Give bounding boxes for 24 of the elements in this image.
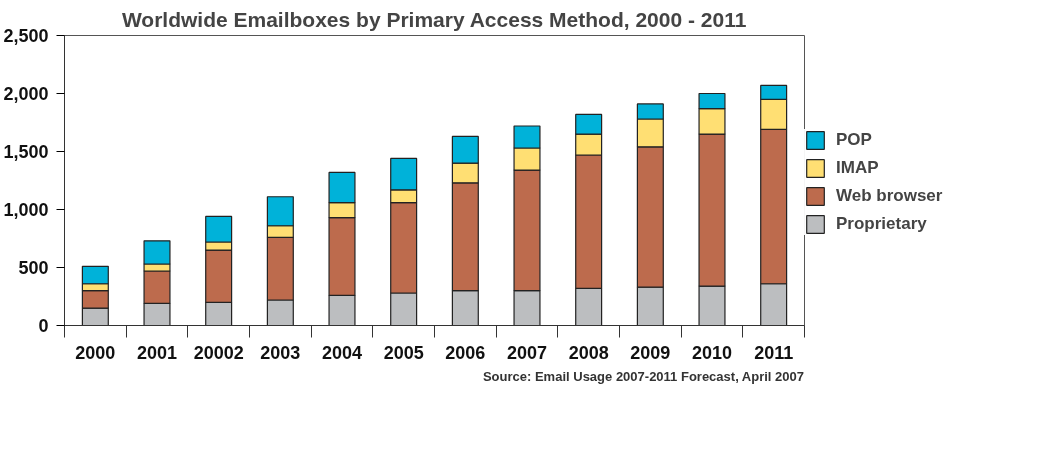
x-tick-label: 2009 [630,342,671,363]
x-tick-label: 2011 [754,342,794,363]
source-note: Source: Email Usage 2007-2011 Forecast, April 2007 [482,368,805,384]
x-tick-label: 20002 [193,342,244,363]
chart-title: Worldwide Emailboxes by Primary Access Method, 2000 - 2011 [121,7,747,31]
x-tick-label: 2005 [383,342,424,363]
x-tick-label: 2008 [568,342,609,363]
x-tick-label: 2010 [691,342,733,363]
y-tick-label: 1,000 [3,200,49,220]
x-tick-label: 2007 [506,342,548,363]
legend-label: POP [836,130,872,150]
x-tick-label: 2006 [445,342,486,363]
x-tick-label: 2004 [321,342,363,363]
y-tick-label: 2,000 [3,84,49,104]
legend-label: Proprietary [836,214,927,234]
x-tick-label: 2000 [75,342,116,363]
y-tick-label: 2,500 [3,26,49,46]
x-tick-label: 2001 [136,342,178,363]
y-tick-label: 500 [18,258,49,278]
legend-label: Web browser [836,186,943,206]
y-tick-label: 1,500 [3,142,49,162]
y-tick-label: 0 [38,316,49,336]
legend-label: IMAP [836,158,879,178]
x-tick-label: 2003 [260,342,301,363]
